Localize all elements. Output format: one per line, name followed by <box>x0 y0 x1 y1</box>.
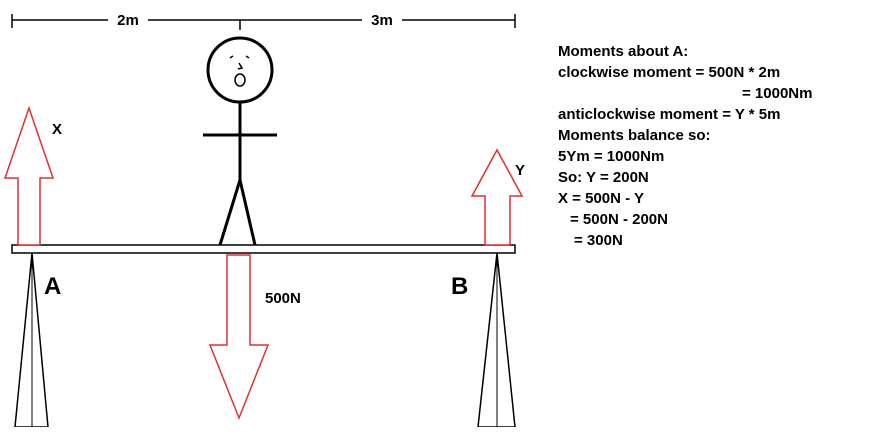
force-label: X <box>52 121 62 138</box>
working-line: Moments balance so: <box>558 127 711 144</box>
dimension-label: 2m <box>117 12 139 29</box>
support-label: B <box>451 273 468 300</box>
beam <box>11 244 516 254</box>
working-line: X = 500N - Y <box>558 190 644 207</box>
support-label: A <box>44 273 61 300</box>
stick-figure <box>203 36 277 246</box>
force-label: 500N <box>265 290 301 307</box>
force-arrow <box>470 148 524 246</box>
working-line: clockwise moment = 500N * 2m <box>558 64 780 81</box>
dimension-line <box>11 14 516 30</box>
working-line: 5Ym = 1000Nm <box>558 148 664 165</box>
working-line: Moments about A: <box>558 43 688 60</box>
working-line: = 300N <box>574 232 623 249</box>
working-line: = 1000Nm <box>742 85 812 102</box>
working-line: anticlockwise moment = Y * 5m <box>558 106 780 123</box>
force-arrow <box>3 105 55 246</box>
dimension-label: 3m <box>371 12 393 29</box>
working: Moments about A: clockwise moment = 500N… <box>558 43 812 249</box>
working-line: = 500N - 200N <box>570 211 668 228</box>
working-line: So: Y = 200N <box>558 169 649 186</box>
force-label: Y <box>515 162 525 179</box>
force-arrow <box>208 254 270 421</box>
face <box>229 55 250 87</box>
